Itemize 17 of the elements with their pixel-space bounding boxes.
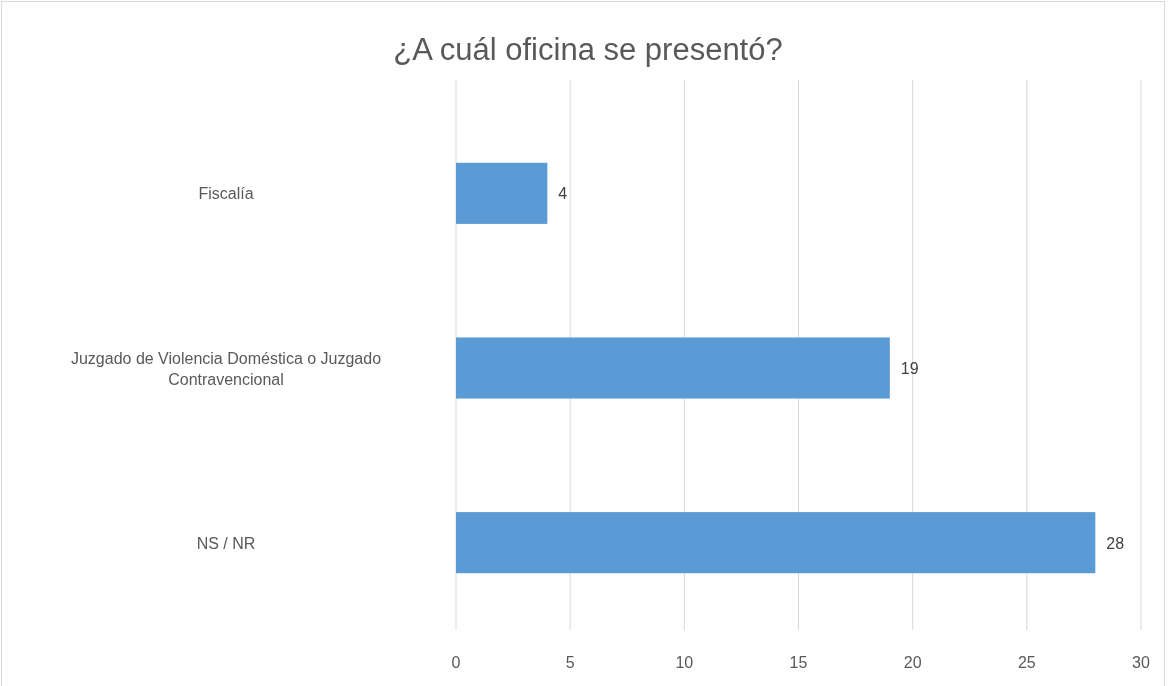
- chart-title: ¿A cuál oficina se presentó?: [393, 32, 783, 67]
- x-tick-label: 25: [1017, 654, 1036, 671]
- data-label: 28: [1106, 534, 1125, 552]
- x-tick-label: 0: [451, 654, 461, 671]
- y-tick-label: NS / NR: [196, 534, 256, 552]
- x-tick-label: 10: [675, 654, 694, 671]
- y-tick-label: Juzgado de Violencia Doméstica o Juzgado Contravencional: [70, 349, 382, 388]
- data-label: 19: [900, 360, 919, 377]
- x-tick-label: 20: [903, 654, 922, 671]
- y-tick-label: Fiscalía: [198, 185, 254, 203]
- bar: [456, 162, 548, 224]
- data-label: 4: [558, 185, 568, 203]
- x-tick-label: 5: [565, 654, 575, 671]
- bar: [456, 337, 890, 399]
- x-tick-label: 30: [1132, 654, 1150, 671]
- bar: [456, 512, 1096, 574]
- x-tick-label: 15: [789, 654, 808, 671]
